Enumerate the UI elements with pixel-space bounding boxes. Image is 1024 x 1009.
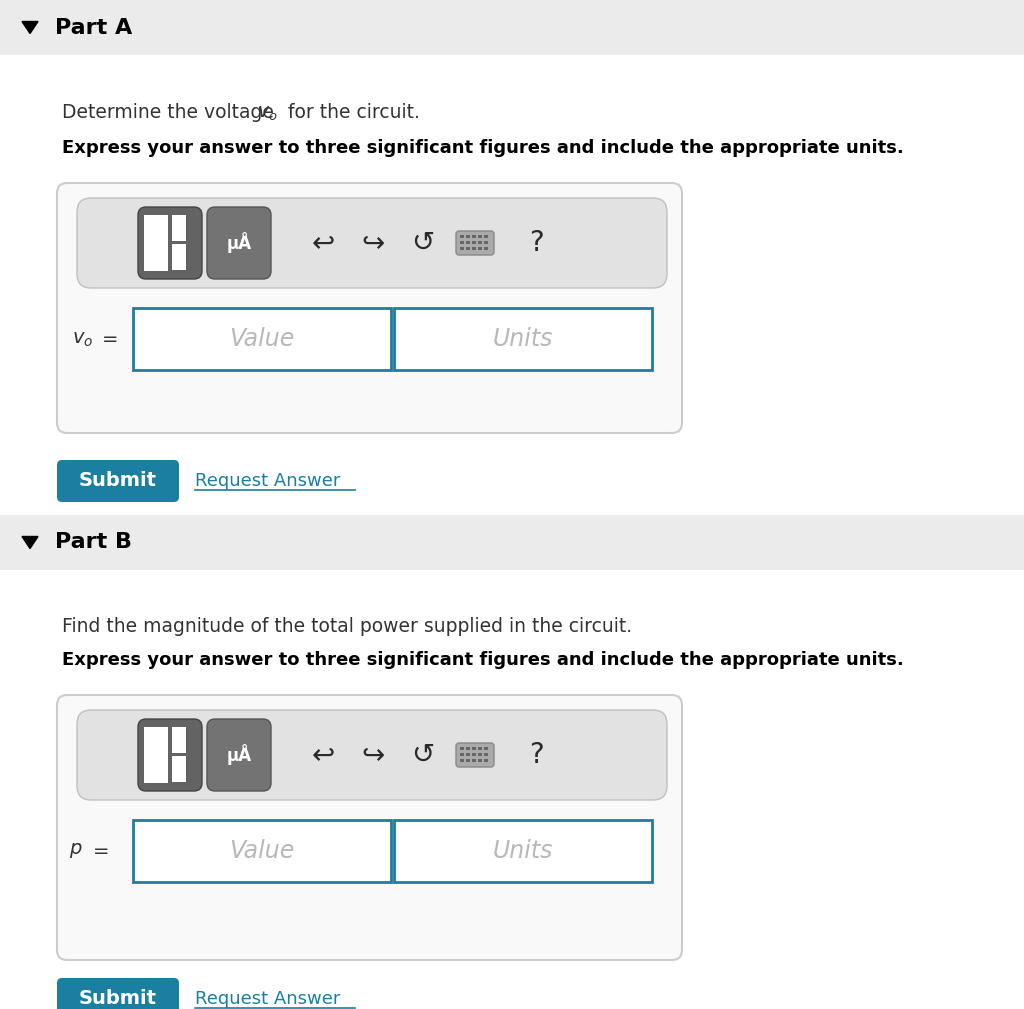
Polygon shape: [22, 21, 38, 33]
Text: Request Answer: Request Answer: [195, 472, 340, 490]
FancyBboxPatch shape: [77, 710, 667, 800]
Text: Units: Units: [493, 839, 553, 863]
Bar: [466, 235, 470, 238]
FancyBboxPatch shape: [456, 231, 494, 255]
Bar: [466, 247, 470, 250]
Bar: [472, 753, 476, 756]
Text: Find the magnitude of the total power supplied in the circuit.: Find the magnitude of the total power su…: [62, 616, 632, 636]
Text: μÅ: μÅ: [226, 745, 252, 766]
FancyBboxPatch shape: [138, 207, 202, 279]
Text: $v_o$: $v_o$: [257, 104, 278, 122]
Text: Submit: Submit: [79, 990, 157, 1009]
Text: ↩: ↩: [311, 229, 335, 257]
Bar: [172, 215, 186, 241]
FancyBboxPatch shape: [456, 743, 494, 767]
Text: ↪: ↪: [361, 229, 385, 257]
Bar: [478, 753, 482, 756]
Bar: [484, 235, 488, 238]
Bar: [472, 235, 476, 238]
Text: $p$: $p$: [69, 842, 83, 861]
Text: Value: Value: [229, 839, 295, 863]
Bar: [144, 727, 168, 783]
Text: Determine the voltage: Determine the voltage: [62, 104, 280, 122]
FancyBboxPatch shape: [57, 978, 179, 1009]
Bar: [472, 759, 476, 762]
Text: Request Answer: Request Answer: [195, 990, 340, 1008]
Bar: [172, 244, 186, 270]
Bar: [144, 215, 168, 271]
Bar: [133, 820, 391, 882]
FancyBboxPatch shape: [207, 207, 271, 279]
Text: ↺: ↺: [412, 229, 434, 257]
Bar: [472, 247, 476, 250]
Bar: [478, 747, 482, 750]
Bar: [0, 0, 1024, 55]
Bar: [460, 759, 464, 762]
Text: Value: Value: [229, 327, 295, 351]
Bar: [460, 235, 464, 238]
Bar: [466, 759, 470, 762]
Bar: [478, 241, 482, 244]
Bar: [478, 235, 482, 238]
FancyBboxPatch shape: [57, 460, 179, 502]
Text: ?: ?: [528, 229, 544, 257]
FancyBboxPatch shape: [57, 695, 682, 960]
Text: Units: Units: [493, 327, 553, 351]
Bar: [466, 747, 470, 750]
Bar: [460, 753, 464, 756]
Text: Express your answer to three significant figures and include the appropriate uni: Express your answer to three significant…: [62, 651, 904, 669]
Bar: [484, 759, 488, 762]
Text: =: =: [102, 330, 119, 348]
Text: $v_o$: $v_o$: [72, 330, 93, 348]
Text: Part B: Part B: [55, 533, 132, 553]
Bar: [478, 759, 482, 762]
Text: for the circuit.: for the circuit.: [282, 104, 420, 122]
Bar: [394, 308, 652, 370]
Bar: [466, 753, 470, 756]
Bar: [172, 756, 186, 782]
Text: ↩: ↩: [311, 741, 335, 769]
Polygon shape: [22, 537, 38, 549]
Text: Part A: Part A: [55, 17, 132, 37]
Bar: [466, 241, 470, 244]
Text: Submit: Submit: [79, 471, 157, 490]
FancyBboxPatch shape: [207, 719, 271, 791]
Bar: [133, 308, 391, 370]
FancyBboxPatch shape: [57, 183, 682, 433]
Bar: [472, 241, 476, 244]
FancyBboxPatch shape: [77, 198, 667, 288]
Bar: [394, 820, 652, 882]
Bar: [0, 55, 1024, 515]
Text: =: =: [93, 842, 110, 861]
Bar: [484, 241, 488, 244]
Text: ↺: ↺: [412, 741, 434, 769]
Bar: [0, 570, 1024, 1009]
Text: ↪: ↪: [361, 741, 385, 769]
FancyBboxPatch shape: [138, 719, 202, 791]
Bar: [460, 247, 464, 250]
Bar: [484, 747, 488, 750]
Bar: [172, 727, 186, 753]
Bar: [460, 747, 464, 750]
Bar: [484, 247, 488, 250]
Bar: [460, 241, 464, 244]
Bar: [0, 515, 1024, 570]
Bar: [484, 753, 488, 756]
Text: ?: ?: [528, 741, 544, 769]
Bar: [472, 747, 476, 750]
Text: Express your answer to three significant figures and include the appropriate uni: Express your answer to three significant…: [62, 139, 904, 157]
Text: μÅ: μÅ: [226, 232, 252, 253]
Bar: [478, 247, 482, 250]
